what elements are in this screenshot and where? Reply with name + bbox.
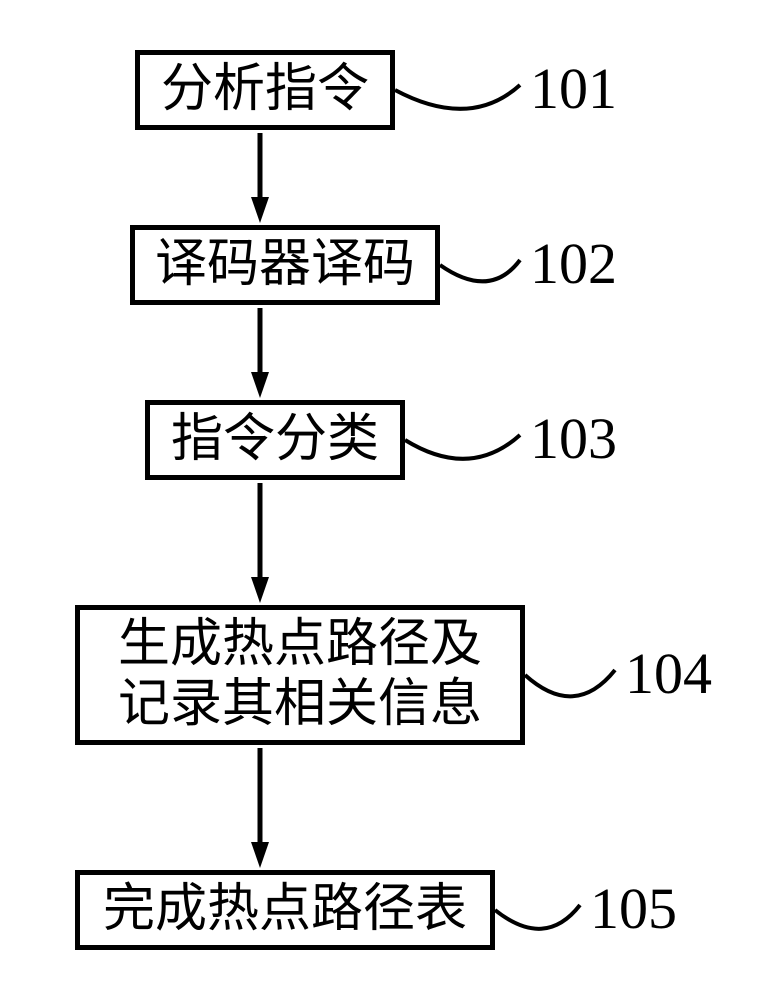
node-text: 指令分类 (171, 410, 379, 470)
flowchart-canvas: 分析指令 译码器译码 指令分类 生成热点路径及 记录其相关信息 完成热点路径表 … (0, 0, 759, 995)
node-text: 生成热点路径及 记录其相关信息 (118, 615, 482, 735)
flowchart-node: 生成热点路径及 记录其相关信息 (75, 605, 525, 745)
step-label: 105 (590, 875, 677, 942)
node-text: 完成热点路径表 (103, 880, 467, 940)
flowchart-node: 分析指令 (135, 50, 395, 130)
flowchart-node: 完成热点路径表 (75, 870, 495, 950)
step-label: 101 (530, 55, 617, 122)
flowchart-node: 指令分类 (145, 400, 405, 480)
step-label: 103 (530, 405, 617, 472)
flowchart-overlay (0, 0, 759, 995)
flowchart-node: 译码器译码 (130, 225, 440, 305)
step-label: 102 (530, 230, 617, 297)
node-text: 分析指令 (161, 60, 369, 120)
node-text: 译码器译码 (155, 235, 415, 295)
step-label: 104 (625, 640, 712, 707)
